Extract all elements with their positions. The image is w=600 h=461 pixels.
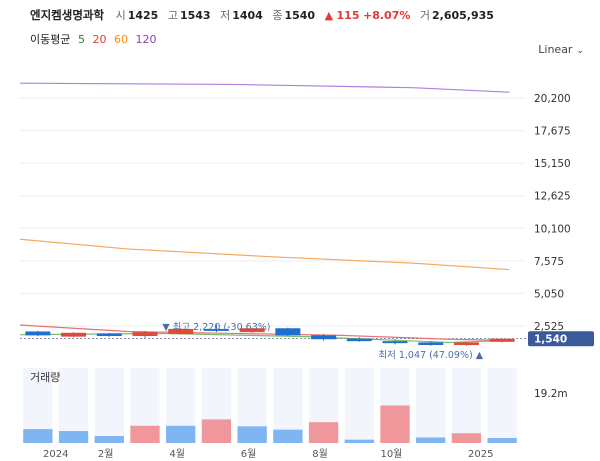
- time-tick: 6월: [241, 448, 257, 460]
- current-price-tag: 1,540: [528, 331, 594, 347]
- volume-bands: [23, 368, 517, 443]
- candle: [96, 333, 122, 336]
- volume-value: 2,605,935: [432, 9, 494, 22]
- candle: [168, 328, 194, 335]
- candle: [275, 328, 301, 336]
- close-label: 종: [272, 9, 283, 22]
- candle: [61, 332, 87, 337]
- ma-5-line: [19, 332, 510, 344]
- time-tick: 2025: [468, 449, 493, 460]
- moving-average-legend[interactable]: 이동평균 5 20 60 120: [30, 31, 160, 47]
- ma-120-line: [19, 82, 510, 93]
- price-tick: 10,100: [534, 223, 571, 235]
- volume-bar: [273, 429, 303, 443]
- volume-label: 거: [419, 9, 431, 22]
- volume-tick: 19.2m: [534, 388, 568, 400]
- candle: [239, 328, 265, 333]
- high-value: 1543: [179, 9, 211, 22]
- volume-band: [451, 368, 482, 443]
- price-tick: 17,675: [534, 126, 571, 138]
- stock-name: 엔지켐생명과학: [30, 8, 105, 22]
- volume-band: [344, 368, 374, 443]
- volume-label: 거래량: [30, 371, 60, 384]
- volume-bar: [201, 419, 232, 443]
- volume-bar: [130, 425, 160, 443]
- low-value: 1404: [232, 9, 263, 22]
- price-axis: 20,200 17,675 15,150 12,625 10,100 7,575 5,050…: [534, 93, 571, 333]
- change-up-icon: ▲: [324, 9, 334, 22]
- annotations: ▼ 최고 2,220 (-30.63%) 최저 1,047 (47.09%) ▲: [162, 322, 483, 361]
- volume-bar: [94, 436, 124, 443]
- low-label: 저: [220, 9, 231, 22]
- candle: [489, 338, 515, 342]
- chevron-down-icon: ⌄: [576, 46, 584, 56]
- candle: [453, 342, 479, 346]
- volume-bar: [23, 429, 53, 443]
- time-tick: 2월: [98, 448, 114, 460]
- volume-band: [416, 368, 446, 443]
- candle: [346, 338, 372, 342]
- volume-bar: [58, 431, 89, 443]
- price-tick: 15,150: [534, 158, 571, 170]
- volume-bar: [237, 426, 267, 443]
- time-tick: 10월: [380, 448, 402, 460]
- price-tick: 5,050: [534, 288, 564, 300]
- time-axis: 2024 2월 4월 6월 8월 10월 2025: [43, 448, 493, 460]
- candle: [132, 332, 158, 336]
- ma-legend-label: 이동평균: [30, 33, 71, 46]
- volume-band: [94, 368, 124, 443]
- price-gridlines: [20, 97, 528, 340]
- price-tick: 12,625: [534, 191, 571, 203]
- scale-selector-button[interactable]: Linear ⌄: [538, 43, 584, 56]
- open-value: 1425: [127, 9, 159, 22]
- change-value: 115: [336, 9, 360, 22]
- ma-60-line: [19, 238, 510, 271]
- open-label: 시: [115, 9, 126, 22]
- volume-bar: [380, 405, 410, 443]
- ma-120-label: 120: [135, 33, 157, 46]
- volume-bar: [416, 437, 446, 443]
- candles: [25, 324, 515, 346]
- candle: [25, 331, 51, 336]
- volume-bars: [23, 405, 517, 443]
- price-tick: 7,575: [534, 256, 564, 268]
- stock-header: 엔지켐생명과학 시 1425 고 1543 저 1404 종 1540 ▲ 115 +8…: [30, 7, 500, 23]
- time-tick: 2024: [43, 449, 68, 460]
- price-tick: 20,200: [534, 93, 571, 105]
- ma-60-label: 60: [113, 33, 128, 46]
- time-tick: 4월: [169, 448, 185, 460]
- ma-20-label: 20: [92, 33, 107, 46]
- volume-bar: [487, 438, 517, 443]
- high-label: 고: [167, 9, 178, 22]
- price-annotation: ▼ 최고 2,220 (-30.63%): [162, 322, 270, 333]
- volume-bar: [344, 439, 374, 443]
- price-tick: 2,525: [534, 321, 564, 333]
- close-value: 1540: [284, 9, 316, 22]
- price-annotation: 최저 1,047 (47.09%) ▲: [378, 350, 483, 361]
- volume-bar: [166, 425, 196, 443]
- candle: [203, 328, 229, 331]
- time-tick: 8월: [312, 448, 328, 460]
- current-price-label: 1,540: [534, 334, 567, 346]
- volume-bar: [451, 433, 482, 443]
- candle: [382, 341, 408, 344]
- moving-average-lines: [19, 82, 510, 344]
- candle: [418, 342, 444, 346]
- scale-selector-label: Linear: [538, 43, 573, 56]
- volume-band: [487, 368, 517, 443]
- candle: [311, 335, 337, 340]
- volume-band: [58, 368, 89, 443]
- ma-5-label: 5: [77, 33, 85, 46]
- change-percent: +8.07%: [363, 9, 411, 22]
- volume-bar: [308, 422, 339, 443]
